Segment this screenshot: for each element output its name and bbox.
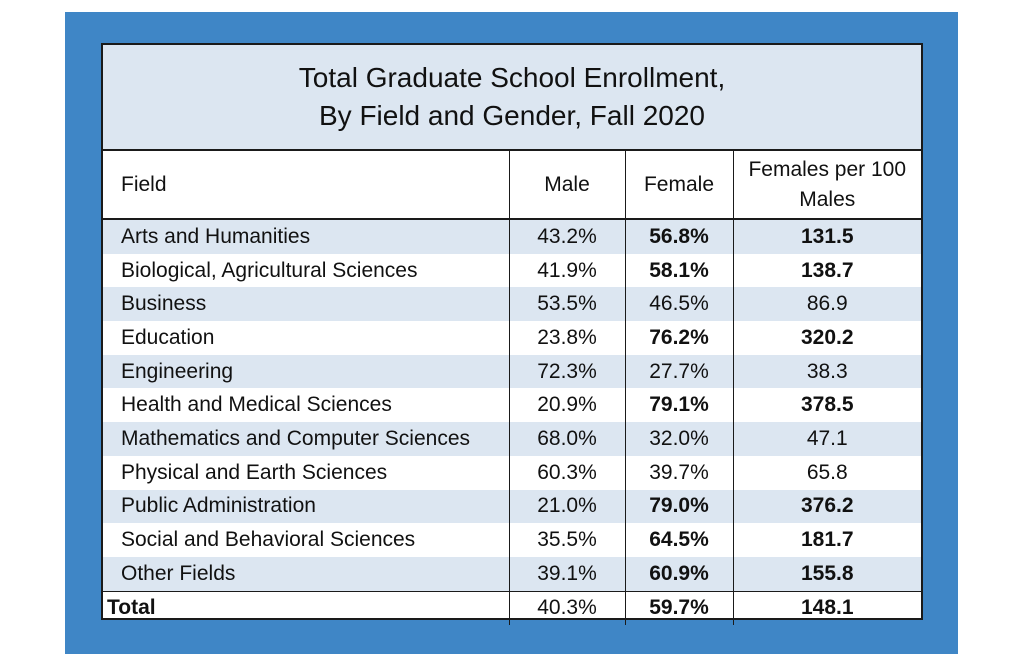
table-row: Public Administration 21.0% 79.0% 376.2: [103, 489, 921, 524]
enrollment-table: Field Male Female Females per 100 Males …: [103, 151, 921, 626]
cell-female: 76.2%: [624, 321, 733, 355]
cell-field: Other Fields: [103, 556, 509, 592]
cell-male: 68.0%: [508, 422, 625, 456]
cell-male: 39.1%: [508, 556, 625, 592]
cell-field: Education: [121, 325, 215, 349]
cell-male: 41.9%: [508, 253, 625, 288]
table-row: Business 53.5% 46.5% 86.9: [103, 287, 921, 322]
cell-total-female: 59.7%: [624, 590, 733, 626]
table-row: Biological, Agricultural Sciences 41.9% 58…: [103, 253, 921, 288]
table-row: Physical and Earth Sciences 60.3% 39.7% 65.…: [103, 455, 921, 490]
table-row: Health and Medical Sciences 20.9% 79.1% 378…: [103, 388, 921, 423]
cell-male: 60.3%: [508, 455, 625, 490]
cell-female: 58.1%: [624, 253, 733, 288]
header-row: Field Male Female Females per 100 Males: [103, 151, 921, 220]
cell-field: Mathematics and Computer Sciences: [103, 422, 509, 456]
cell-ratio: 38.3: [732, 354, 921, 389]
cell-male: 23.8%: [508, 321, 625, 355]
cell-field: Business: [103, 287, 509, 322]
cell-male: 53.5%: [508, 287, 625, 322]
cell-female: 56.8%: [624, 219, 733, 254]
cell-female: 79.0%: [624, 489, 733, 524]
cell-female: 46.5%: [624, 287, 733, 322]
cell-female: 60.9%: [624, 556, 733, 592]
cell-ratio: 320.2: [732, 321, 921, 355]
cell-total-ratio: 148.1: [732, 590, 921, 626]
cell-male: 72.3%: [508, 354, 625, 389]
cell-field: Public Administration: [103, 489, 509, 524]
table-row: Other Fields 39.1% 60.9% 155.8: [103, 556, 921, 592]
table-body: Arts and Humanities 43.2% 56.8% 131.5 Biolog…: [103, 219, 921, 626]
cell-female: 79.1%: [624, 388, 733, 423]
cell-total-male: 40.3%: [508, 590, 625, 626]
cell-male: 21.0%: [508, 489, 625, 524]
cell-field: Arts and Humanities: [103, 219, 509, 254]
cell-female: 32.0%: [624, 422, 733, 456]
cell-male: 20.9%: [508, 388, 625, 423]
cell-field: Engineering: [103, 354, 509, 389]
enrollment-table-box: Total Graduate School Enrollment, By Fie…: [101, 43, 923, 626]
cell-ratio: 378.5: [732, 388, 921, 423]
table-title: Total Graduate School Enrollment, By Fie…: [103, 45, 921, 151]
cell-male: 35.5%: [508, 523, 625, 557]
table-row: Education 23.8% 76.2% 320.2: [103, 321, 921, 355]
header-ratio: Females per 100 Males: [732, 151, 921, 220]
cell-female: 64.5%: [624, 523, 733, 557]
title-line-1: Total Graduate School Enrollment,: [298, 62, 726, 93]
cell-ratio: 376.2: [732, 489, 921, 524]
table-row: Engineering 72.3% 27.7% 38.3: [103, 354, 921, 389]
cell-female: 27.7%: [624, 354, 733, 389]
total-row: Total 40.3% 59.7% 148.1: [103, 590, 921, 626]
table-row: Social and Behavioral Sciences 35.5% 64.5%…: [103, 523, 921, 557]
cell-ratio: 131.5: [732, 219, 921, 254]
header-female: Female: [624, 151, 733, 220]
blue-frame: Total Graduate School Enrollment, By Fie…: [65, 12, 958, 654]
cell-ratio: 181.7: [732, 523, 921, 557]
header-ratio-line-1: Females per 100: [748, 157, 907, 181]
table-row: Arts and Humanities 43.2% 56.8% 131.5: [103, 219, 921, 254]
cell-field: Biological, Agricultural Sciences: [121, 258, 418, 282]
cell-total-label: Total: [103, 590, 509, 626]
cell-ratio: 47.1: [732, 422, 921, 456]
cell-female: 39.7%: [624, 455, 733, 490]
cell-field: Health and Medical Sciences: [121, 393, 392, 417]
cell-ratio: 86.9: [732, 287, 921, 322]
cell-male: 43.2%: [508, 219, 625, 254]
cell-ratio: 138.7: [732, 253, 921, 288]
cell-ratio: 65.8: [732, 455, 921, 490]
cell-field: Physical and Earth Sciences: [121, 460, 388, 484]
header-field: Field: [103, 151, 509, 220]
header-male: Male: [508, 151, 625, 220]
cell-field: Social and Behavioral Sciences: [121, 528, 416, 552]
title-line-2: By Field and Gender, Fall 2020: [318, 100, 705, 131]
header-ratio-line-2: Males: [799, 187, 856, 211]
table-row: Mathematics and Computer Sciences 68.0% 32…: [103, 422, 921, 456]
cell-ratio: 155.8: [732, 556, 921, 592]
